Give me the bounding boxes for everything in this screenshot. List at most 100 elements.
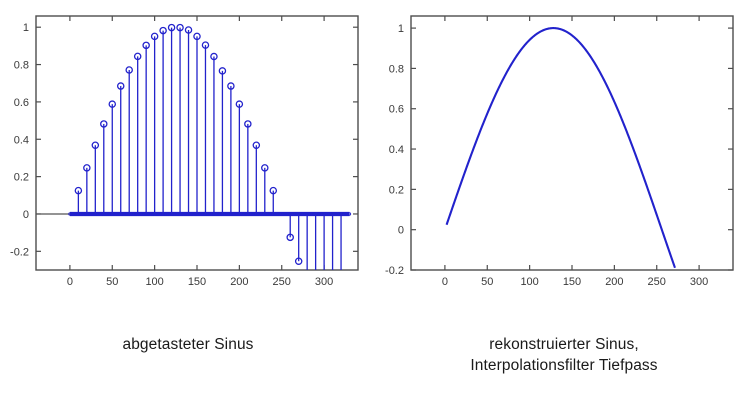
zero-sample-marker (251, 212, 255, 216)
zero-sample-marker (164, 212, 169, 216)
zero-sample-marker (275, 212, 279, 216)
zero-sample-marker (115, 212, 119, 216)
zero-sample-marker (234, 212, 238, 216)
x-tick-label: 50 (106, 276, 118, 288)
x-tick-label: 50 (481, 276, 493, 288)
stem-marker (193, 32, 201, 41)
zero-sample-marker (139, 212, 143, 216)
zero-sample-marker (158, 212, 162, 216)
stem-marker (235, 100, 244, 108)
caption-line: abgetasteter Sinus (122, 336, 254, 353)
x-tick-label: 100 (520, 276, 538, 288)
zero-sample-marker (266, 212, 270, 216)
stem-marker (100, 120, 108, 128)
x-tick-label: 200 (230, 276, 248, 288)
zero-sample-marker (268, 212, 272, 216)
zero-sample-marker (308, 212, 313, 216)
zero-sample-marker (208, 212, 213, 216)
stem-marker (176, 23, 184, 32)
zero-sample-marker (122, 212, 126, 216)
zero-sample-marker (327, 212, 331, 216)
zero-sample-marker (293, 212, 297, 216)
stem-marker (74, 186, 83, 195)
zero-sample-marker (292, 212, 296, 216)
zero-sample-marker (285, 212, 289, 216)
zero-sample-marker (217, 212, 221, 216)
zero-sample-marker (183, 212, 187, 216)
zero-sample-marker (278, 212, 282, 216)
zero-sample-marker (147, 212, 152, 216)
stem-marker (244, 120, 252, 128)
stem-marker (116, 82, 125, 90)
x-tick-label: 300 (690, 276, 708, 288)
caption-sampled-sine: abgetasteter Sinus (0, 334, 376, 355)
stem-marker (150, 32, 159, 41)
stem-series (36, 23, 352, 270)
x-tick-label: 150 (563, 276, 581, 288)
stem-marker (294, 257, 303, 265)
zero-sample-marker (90, 212, 94, 216)
zero-sample-marker (198, 212, 202, 216)
stem-marker (184, 26, 193, 34)
y-tick-label: -0.2 (10, 246, 29, 258)
zero-sample-marker (124, 212, 128, 216)
zero-sample-marker (166, 212, 170, 216)
y-tick-label: 0.2 (389, 184, 404, 196)
plot-frame (410, 15, 734, 271)
y-tick-label: 0.4 (389, 144, 404, 156)
y-tick-label: 0.2 (14, 172, 29, 184)
sampled-sine-plot: 0 50 100 150 200 250 300 -0.2 0 0.2 0.4 0.6 0.8 1 (10, 15, 359, 288)
zero-sample-marker (68, 212, 72, 216)
x-tick-label: 0 (442, 276, 448, 288)
zero-sample-marker (242, 212, 247, 216)
zero-sample-marker (80, 212, 84, 216)
zero-sample-marker (73, 212, 77, 216)
zero-sample-marker (105, 212, 109, 216)
caption-line: Interpolationsfilter Tiefpass (470, 357, 658, 374)
x-tick-label: 0 (67, 276, 73, 288)
stem-marker (269, 186, 278, 195)
zero-sample-marker (325, 212, 330, 216)
zero-sample-marker (114, 212, 118, 216)
zero-sample-marker (317, 212, 321, 216)
zero-sample-marker (342, 212, 347, 216)
zero-sample-marker (200, 212, 204, 216)
stem-marker (108, 100, 117, 108)
zero-sample-marker (149, 212, 153, 216)
stem-marker (167, 23, 176, 32)
zero-sample-marker (190, 212, 194, 216)
y-tick-label: 1 (398, 23, 404, 35)
caption-reconstructed-sine: rekonstruierter Sinus, Interpolationsfil… (376, 334, 752, 376)
y-tick-label: 1 (23, 22, 29, 34)
x-tick-label: 300 (315, 276, 333, 288)
zero-sample-marker (181, 212, 186, 216)
zero-sample-marker (71, 212, 75, 216)
zero-sample-marker (276, 212, 280, 216)
zero-sample-marker (241, 212, 245, 216)
stem-marker (210, 52, 218, 61)
zero-sample-marker (280, 212, 284, 216)
y-tick-label: 0.4 (14, 134, 29, 146)
caption-line: rekonstruierter Sinus, (489, 336, 639, 353)
zero-sample-marker (259, 212, 263, 216)
stem-marker (201, 41, 210, 49)
zero-sample-marker (207, 212, 211, 216)
zero-sample-marker (224, 212, 228, 216)
zero-sample-marker (319, 212, 323, 216)
stem-marker (218, 67, 227, 75)
stem-marker (133, 52, 142, 61)
y-tick-label: 0.6 (14, 97, 29, 109)
zero-sample-marker (81, 212, 86, 216)
zero-sample-marker (225, 212, 230, 216)
x-tick-label: 250 (648, 276, 666, 288)
zero-sample-marker (344, 212, 348, 216)
stem-marker (125, 66, 133, 74)
stem-marker (159, 26, 167, 35)
stem-marker (261, 164, 269, 172)
y-tick-label: 0.8 (14, 60, 29, 72)
zero-sample-marker (336, 212, 340, 216)
zero-sample-marker (258, 212, 262, 216)
zero-sample-marker (302, 212, 306, 216)
zero-sample-marker (141, 212, 145, 216)
